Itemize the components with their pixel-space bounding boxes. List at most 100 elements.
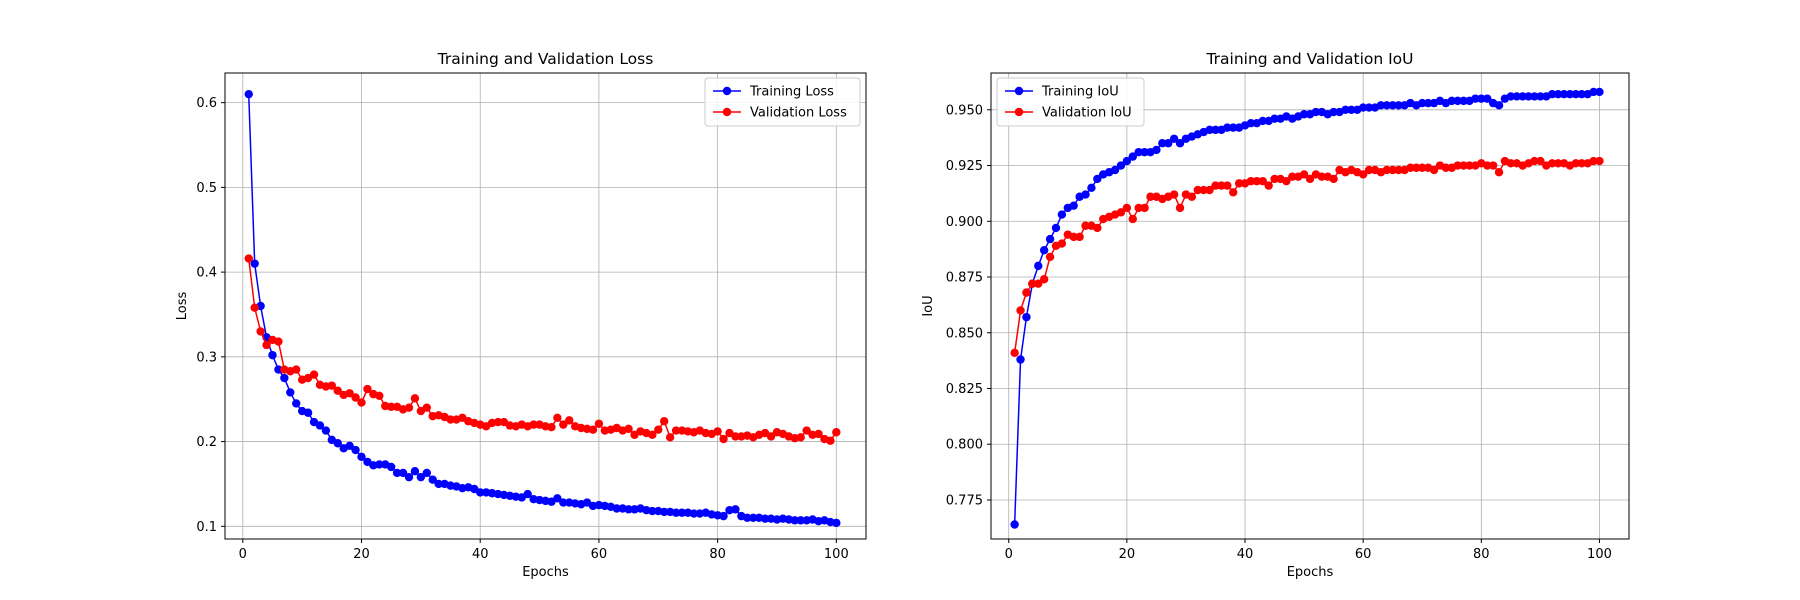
data-point [1282, 176, 1291, 186]
data-point [1518, 92, 1527, 101]
data-point [315, 421, 325, 430]
data-point [250, 303, 259, 312]
data-point [1039, 246, 1049, 255]
data-point [476, 488, 485, 497]
x-tick-label: 0 [239, 547, 247, 562]
y-tick-label: 0.950 [946, 103, 983, 118]
y-axis-label: IoU [921, 295, 936, 316]
data-point [553, 494, 562, 503]
data-point [1057, 210, 1067, 219]
data-point [1175, 203, 1185, 213]
data-point [565, 416, 574, 425]
data-point [760, 514, 770, 523]
data-point [1134, 147, 1143, 157]
data-point [1140, 203, 1149, 213]
data-point [1299, 170, 1309, 179]
data-point [1423, 98, 1433, 108]
data-point [280, 373, 289, 383]
data-point [826, 436, 835, 445]
data-point [719, 511, 728, 521]
data-point [1565, 89, 1575, 99]
data-point [357, 398, 366, 407]
data-point [250, 259, 259, 268]
data-point [1034, 261, 1043, 271]
data-point [398, 468, 408, 478]
data-point [1193, 185, 1202, 195]
x-tick-label: 20 [353, 547, 370, 562]
y-axis-label: Loss [175, 292, 190, 321]
data-point [1364, 165, 1374, 175]
data-point [274, 365, 283, 374]
data-point [719, 434, 728, 444]
series-line-training-loss [247, 94, 837, 524]
loss-chart: 0 20 40 60 80 100 0.1 0.2 0.3 0.4 0.5 0.6 Training a… [175, 50, 867, 580]
data-point [677, 508, 687, 517]
data-point [624, 424, 633, 434]
data-point [1229, 188, 1238, 197]
data-point [1169, 134, 1179, 143]
data-point [832, 428, 841, 437]
y-tick-label: 0.925 [946, 159, 983, 174]
data-point [1288, 172, 1297, 181]
x-tick-label: 80 [709, 547, 726, 562]
x-axis-label: Epochs [522, 565, 569, 580]
data-point [410, 467, 420, 476]
data-point [386, 402, 396, 412]
y-tick-label: 0.850 [946, 326, 983, 341]
data-point [1093, 174, 1102, 184]
data-point [1553, 89, 1563, 99]
data-point [1406, 163, 1415, 172]
data-point [612, 504, 621, 513]
data-point [375, 460, 384, 469]
data-point [1524, 92, 1533, 101]
data-point [796, 433, 805, 442]
data-point [1146, 192, 1155, 201]
data-point [588, 425, 598, 434]
data-point [1459, 96, 1468, 106]
data-point [796, 516, 805, 525]
data-point [671, 426, 681, 435]
data-point [1169, 190, 1179, 199]
data-point [1548, 89, 1557, 99]
data-point [832, 518, 841, 528]
x-tick-label: 80 [1473, 547, 1490, 562]
data-point [1453, 96, 1462, 106]
data-point [357, 452, 366, 462]
data-point [1418, 163, 1427, 172]
data-point [309, 370, 319, 379]
data-point [1187, 192, 1197, 201]
data-point [292, 365, 301, 374]
data-point [1223, 123, 1232, 132]
plot-frame [990, 72, 1630, 540]
data-point [392, 468, 402, 478]
y-tick-label: 0.800 [946, 438, 983, 453]
data-point [244, 89, 253, 99]
data-point [286, 388, 295, 397]
data-point [404, 403, 414, 412]
data-point [1270, 114, 1279, 123]
data-point [1093, 223, 1102, 233]
y-tick-label: 0.900 [946, 215, 983, 230]
data-point [1270, 174, 1279, 184]
data-point [1536, 156, 1545, 166]
y-tick-label: 0.3 [196, 350, 217, 365]
data-point [1530, 156, 1539, 166]
data-point [1010, 520, 1019, 529]
data-point [1358, 170, 1368, 179]
data-point [1110, 165, 1120, 175]
data-point [1571, 89, 1581, 99]
data-point [1134, 203, 1143, 213]
data-point [766, 432, 776, 441]
data-point [1211, 125, 1220, 135]
data-point [654, 425, 663, 434]
data-point [1045, 234, 1055, 244]
x-tick-label: 0 [1005, 547, 1013, 562]
x-tick-label: 100 [824, 547, 849, 562]
data-point [1477, 94, 1486, 103]
data-point [1536, 92, 1545, 101]
legend-label: Validation IoU [1042, 106, 1132, 121]
data-point [1140, 147, 1149, 157]
data-point [1217, 181, 1226, 190]
data-point [1034, 279, 1043, 288]
